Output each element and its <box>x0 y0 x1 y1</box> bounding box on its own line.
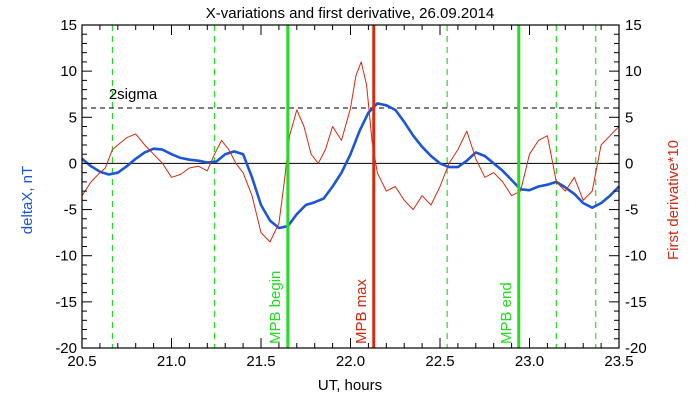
plot-area: 2sigma MPB begin MPB max MPB end 20.5 21.0 21.… <box>55 17 646 370</box>
marker-label-0: MPB begin <box>267 271 284 344</box>
y-tick-label-left-5: -10 <box>55 248 77 265</box>
y-tick-label-left-1: 10 <box>60 63 77 80</box>
x-tick-label-3: 22.0 <box>336 353 365 370</box>
x-axis-label: UT, hours <box>318 377 382 394</box>
series-line-derivative <box>81 61 620 243</box>
y-tick-label-left-7: -20 <box>55 340 77 357</box>
x-tick-label-5: 23.0 <box>515 353 544 370</box>
y-tick-label-right-5: -10 <box>625 248 647 265</box>
y-tick-label-right-6: -15 <box>625 294 647 311</box>
y-tick-label-right-1: 10 <box>625 63 642 80</box>
y-tick-label-left-6: -15 <box>55 294 77 311</box>
x-tick-label-0: 20.5 <box>67 353 96 370</box>
series-line-deltaX <box>81 102 620 230</box>
y-tick-label-left-0: 15 <box>60 17 77 34</box>
y-tick-label-right-4: -5 <box>625 202 638 219</box>
y-tick-label-left-3: 0 <box>69 155 77 172</box>
threshold-label: 2sigma <box>109 86 158 103</box>
x-tick-label-6: 23.5 <box>604 353 633 370</box>
y-tick-label-left-2: 5 <box>69 109 77 126</box>
x-tick-label-4: 22.5 <box>425 353 454 370</box>
y-tick-label-right-3: 0 <box>625 155 633 172</box>
y-tick-label-right-0: 15 <box>625 17 642 34</box>
marker-label-2: MPB end <box>498 282 515 344</box>
marker-label-1: MPB max <box>353 278 370 344</box>
y-tick-label-right-2: 5 <box>625 109 633 126</box>
x-tick-label-2: 21.5 <box>246 353 275 370</box>
y-tick-label-left-4: -5 <box>64 202 77 219</box>
y-tick-label-right-7: -20 <box>625 340 647 357</box>
y-axis-label-left: deltaX, nT <box>19 166 36 234</box>
y-axis-label-right: First derivative*10 <box>665 140 682 260</box>
chart-title: X-variations and first derivative, 26.09… <box>206 5 495 22</box>
x-tick-label-1: 21.0 <box>157 353 186 370</box>
